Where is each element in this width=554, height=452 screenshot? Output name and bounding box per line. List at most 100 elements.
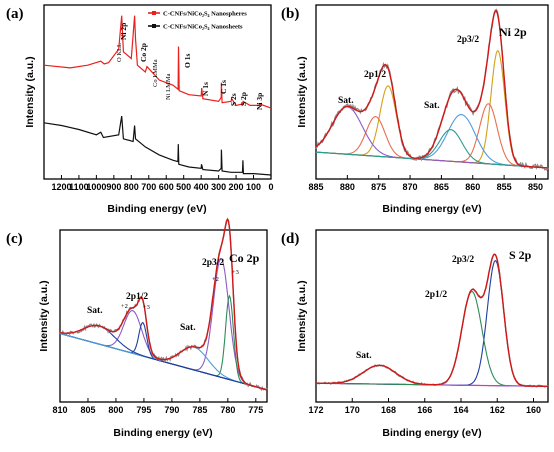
fit-envelope-d bbox=[316, 253, 549, 388]
panel-label-b: (b) bbox=[281, 6, 299, 22]
x-axis-label-b: Binding energy (eV) bbox=[382, 203, 481, 215]
panel-d: (d) 172 170 168 166 164 162 160 S 2p Sat. 2p1/… bbox=[281, 229, 549, 439]
panel-title-b: Ni 2p bbox=[499, 25, 527, 39]
plot-frame-d bbox=[315, 229, 549, 403]
legend-marker-nanosheets bbox=[152, 24, 156, 28]
peak-label-sat-b2: Sat. bbox=[424, 101, 440, 111]
peak-label-sat-c1: Sat. bbox=[87, 306, 103, 316]
annotation-ni-2p: Ni 2p bbox=[119, 23, 128, 40]
x-tick-label-a-10: 200 bbox=[229, 182, 244, 192]
annotation-s-2p: S 2p bbox=[239, 92, 248, 106]
oxidation-label-co2-a: +2 bbox=[212, 276, 219, 283]
x-tick-label-d-3: 166 bbox=[417, 405, 432, 415]
x-tick-label-c-4: 790 bbox=[164, 405, 179, 415]
annotation-s-2s: S 2s bbox=[229, 93, 238, 106]
peak-label-sat-b1: Sat. bbox=[338, 96, 354, 106]
series-group-d bbox=[315, 253, 549, 388]
panel-label-c: (c) bbox=[6, 231, 23, 247]
x-tick-label-a-3: 900 bbox=[106, 182, 121, 192]
x-tick-label-d-0: 172 bbox=[308, 405, 323, 415]
x-tick-label-b-2: 875 bbox=[371, 182, 386, 192]
x-tick-label-b-5: 860 bbox=[465, 182, 480, 192]
annotation-co-2p: Co 2p bbox=[139, 43, 148, 62]
x-tick-label-a-9: 300 bbox=[211, 182, 226, 192]
x-ticks-d: 172 170 168 166 164 162 160 bbox=[308, 398, 541, 415]
x-axis-label-d: Binding energy (eV) bbox=[382, 427, 481, 439]
x-tick-label-b-6: 855 bbox=[497, 182, 512, 192]
fit-envelope-b bbox=[315, 10, 548, 169]
peak-label-sat-c2: Sat. bbox=[180, 323, 196, 333]
peak-label-2p32-d: 2p3/2 bbox=[452, 255, 474, 265]
x-axis-label-a: Binding energy (eV) bbox=[107, 203, 206, 215]
series-group-b bbox=[315, 8, 549, 172]
annotation-c-1s: C 1s bbox=[219, 80, 228, 94]
series-group-a bbox=[43, 15, 272, 176]
fit-envelope-c bbox=[59, 217, 268, 391]
raw-data-d bbox=[315, 253, 549, 388]
peak-label-2p12-d: 2p1/2 bbox=[425, 290, 447, 300]
x-tick-label-b-7: 850 bbox=[528, 182, 543, 192]
fit-component-d-0 bbox=[315, 259, 549, 387]
x-tick-label-a-4: 800 bbox=[124, 182, 139, 192]
x-tick-label-b-3: 870 bbox=[403, 182, 418, 192]
x-tick-label-d-6: 160 bbox=[526, 405, 541, 415]
panel-label-d: (d) bbox=[281, 231, 299, 247]
x-tick-label-d-4: 164 bbox=[453, 405, 468, 415]
peak-label-2p32-c: 2p3/2 bbox=[202, 258, 224, 268]
y-axis-label-d: Intensity (a.u.) bbox=[296, 280, 308, 351]
panel-c: (c) 810 805 800 795 790 785 780 775 Co 2p Sat. … bbox=[6, 217, 268, 439]
x-tick-label-a-0: 1200 bbox=[51, 182, 71, 192]
x-tick-label-a-2: 1000 bbox=[86, 182, 106, 192]
annotation-o-1s: O 1s bbox=[183, 54, 192, 68]
x-tick-label-d-5: 162 bbox=[490, 405, 505, 415]
panel-title-d: S 2p bbox=[509, 248, 532, 262]
x-axis-label-c: Binding energy (eV) bbox=[113, 427, 212, 439]
peak-label-2p12-b: 2p1/2 bbox=[364, 70, 386, 80]
x-tick-label-c-5: 785 bbox=[192, 405, 207, 415]
peak-label-2p12-c: 2p1/2 bbox=[126, 292, 148, 302]
y-axis-label-b: Intensity (a.u.) bbox=[296, 56, 308, 127]
series-line-nanosheets bbox=[43, 116, 272, 176]
panel-title-c: Co 2p bbox=[229, 251, 260, 265]
x-tick-label-a-6: 600 bbox=[159, 182, 174, 192]
oxidation-label-co3-a: +3 bbox=[232, 269, 239, 276]
annotation-co-lmma: Co LMMa bbox=[152, 59, 159, 87]
x-tick-label-c-7: 775 bbox=[248, 405, 263, 415]
x-ticks-b: 885 880 875 870 865 860 855 850 bbox=[308, 175, 543, 192]
legend-label-nanospheres: C-CNFs/NiCo₂S₄ Nanospheres bbox=[163, 11, 247, 18]
fit-component-c-2 bbox=[59, 310, 268, 391]
y-axis-label-c: Intensity (a.u.) bbox=[38, 280, 50, 351]
annotation-ni-lmma: Ni LMMa bbox=[165, 73, 172, 100]
x-tick-label-d-2: 168 bbox=[381, 405, 396, 415]
fit-component-b-5 bbox=[315, 106, 548, 169]
legend-label-nanosheets: C-CNFs/NiCo₂S₄ Nanosheets bbox=[163, 24, 243, 31]
x-tick-label-a-11: 100 bbox=[246, 182, 261, 192]
x-tick-label-c-1: 805 bbox=[80, 405, 95, 415]
plot-frame-c bbox=[59, 229, 268, 403]
x-tick-label-d-1: 170 bbox=[345, 405, 360, 415]
oxidation-label-co2-b: +2 bbox=[121, 303, 128, 310]
panel-b: (b) 885 880 875 870 865 860 855 850 Ni 2p Sat. … bbox=[281, 4, 549, 215]
legend-marker-nanospheres bbox=[152, 11, 156, 15]
x-tick-label-a-5: 700 bbox=[141, 182, 156, 192]
fit-component-b-6 bbox=[315, 129, 548, 169]
x-tick-label-a-8: 400 bbox=[194, 182, 209, 192]
x-tick-label-a-1: 1100 bbox=[69, 182, 89, 192]
y-axis-label-a: Intensity (a.u.) bbox=[24, 56, 36, 127]
peak-label-sat-d: Sat. bbox=[356, 351, 372, 361]
x-tick-label-c-0: 810 bbox=[52, 405, 67, 415]
oxidation-label-co3-b: +3 bbox=[143, 304, 150, 311]
x-tick-label-c-3: 795 bbox=[136, 405, 151, 415]
annotation-n-1s: N 1s bbox=[201, 82, 210, 96]
x-ticks-c: 810 805 800 795 790 785 780 775 bbox=[52, 398, 263, 415]
x-tick-label-b-4: 865 bbox=[434, 182, 449, 192]
annotation-o-kll: O KLL bbox=[116, 43, 123, 62]
panel-label-a: (a) bbox=[6, 6, 24, 22]
peak-label-2p32-b: 2p3/2 bbox=[457, 35, 479, 45]
fit-component-b-1 bbox=[315, 103, 548, 169]
plot-frame-a bbox=[43, 4, 272, 180]
x-tick-label-a-7: 500 bbox=[176, 182, 191, 192]
x-tick-label-b-1: 880 bbox=[340, 182, 355, 192]
